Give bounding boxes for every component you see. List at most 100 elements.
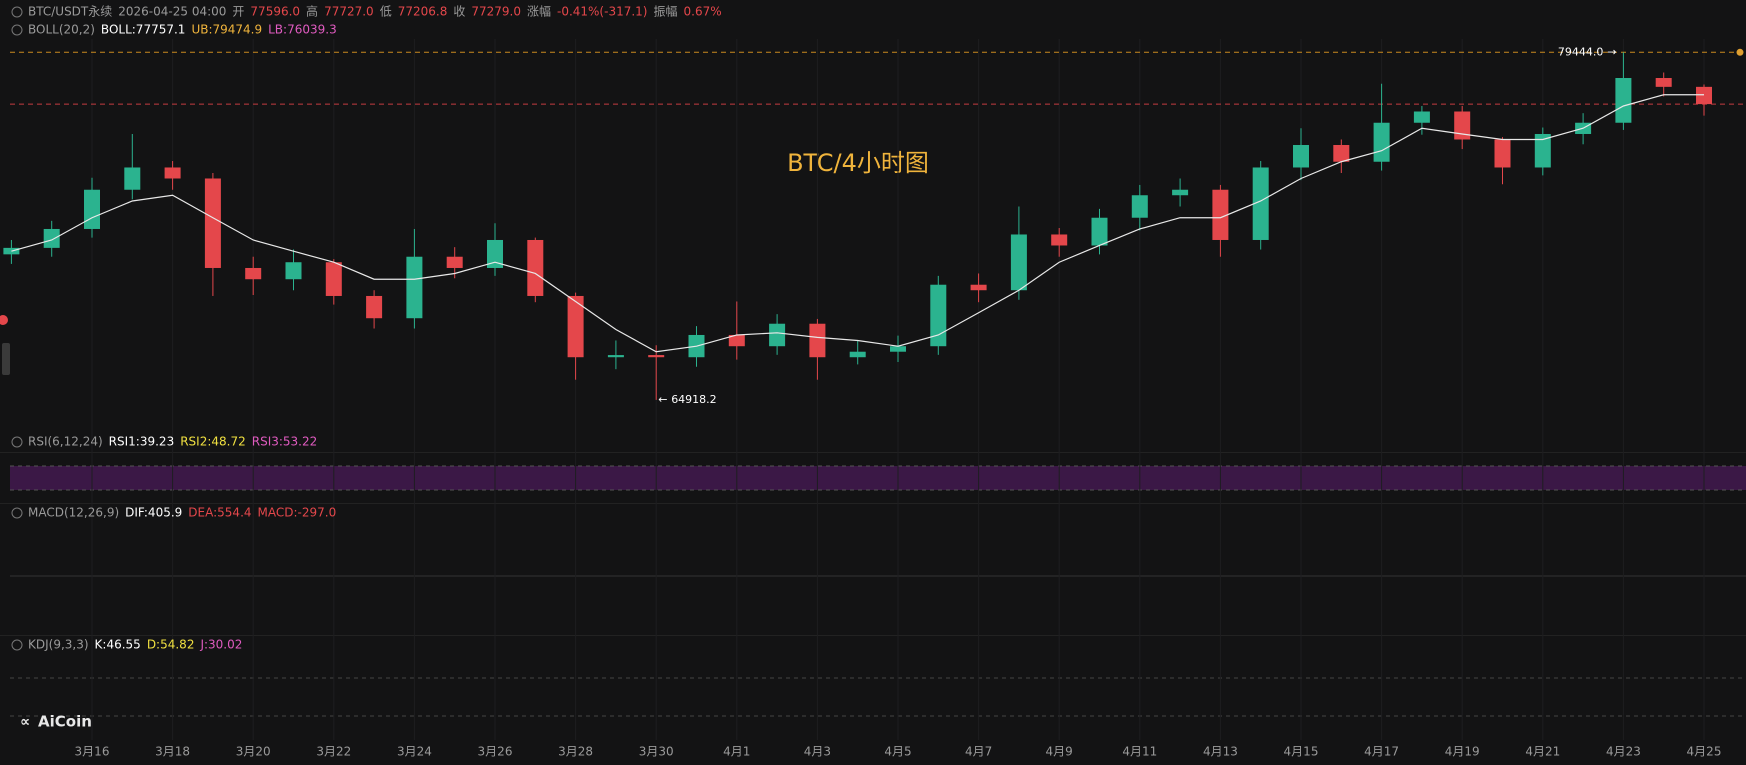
info-text: BOLL:77757.1 [101,23,186,37]
info-text: RSI2:48.72 [180,435,246,449]
info-text: 0.67% [684,5,722,19]
info-text: DEA:554.4 [188,506,251,520]
candle-body [366,295,383,319]
info-text: 77596.0 [250,5,300,19]
info-text: 高 [306,4,318,19]
edge-marker [0,315,8,325]
candle-body [849,351,866,358]
x-tick-label: 4月25 [1687,745,1722,759]
low-arrow: ← [658,393,667,406]
x-tick-label: 3月30 [639,745,674,759]
candle-body [1615,78,1632,123]
info-text: RSI(6,12,24) [28,435,103,449]
high-dot [1736,48,1744,56]
info-text: 77727.0 [324,5,374,19]
info-text: MACD:-297.0 [258,506,337,520]
info-text: KDJ(9,3,3) [28,638,89,652]
high-annotation: 79444.0 [1558,45,1604,58]
candle-body [164,167,181,179]
info-text: 涨幅 [527,4,551,19]
info-text: MACD(12,26,9) [28,506,119,520]
x-tick-label: 3月28 [558,745,593,759]
collapse-toggle[interactable] [11,639,23,651]
candle-body [607,355,624,358]
candle-body [1696,86,1712,105]
info-text: D:54.82 [147,638,195,652]
candle-body [446,256,463,268]
candle-body [970,284,987,291]
candle-body [1454,111,1471,140]
candle-body [809,323,826,358]
info-text: 收 [453,5,465,19]
collapse-toggle[interactable] [11,507,23,519]
info-text: RSI1:39.23 [109,435,175,449]
x-tick-label: 4月7 [965,745,992,759]
info-text: 2026-04-25 04:00 [118,5,226,19]
info-text: K:46.55 [95,638,141,652]
x-tick-label: 3月18 [155,745,190,759]
candle-body [930,284,947,347]
info-text: 77279.0 [471,5,521,19]
candle-body [1655,78,1672,87]
info-text: J:30.02 [199,638,242,652]
info-text: 低 [380,5,392,19]
x-tick-label: 4月17 [1364,745,1399,759]
candle-body [890,346,906,352]
x-tick-label: 3月26 [478,745,513,759]
high-arrow: → [1607,45,1616,58]
candle-body [1293,144,1309,168]
collapse-toggle[interactable] [11,6,23,18]
x-tick-label: 3月20 [236,745,271,759]
candle-body [1413,111,1430,123]
candle-body [648,355,665,358]
x-tick-label: 4月23 [1606,745,1641,759]
candle-body [1091,217,1108,246]
side-handle[interactable] [2,343,10,375]
x-tick-label: 4月11 [1122,745,1157,759]
x-tick-label: 4月5 [884,745,911,759]
info-text: BTC/USDT永续 [28,5,112,19]
candle-body [728,334,745,347]
info-text: LB:76039.3 [268,23,337,37]
candle-body [1010,234,1027,291]
x-tick-label: 3月24 [397,745,432,759]
rsi-band [10,466,1746,490]
x-tick-label: 4月1 [723,745,750,759]
boll-mid-line [11,94,1704,353]
x-tick-label: 4月15 [1284,745,1319,759]
candle-body [1051,234,1068,246]
candle-body [487,239,503,268]
candle-body [1172,189,1189,196]
x-tick-label: 4月19 [1445,745,1480,759]
candle-body [124,167,141,190]
candle-body [1252,167,1269,240]
candle-body [204,178,221,268]
candle-body [285,262,302,280]
watermark-logo: ∝ [20,714,30,730]
info-text: 77206.8 [398,5,448,19]
info-text: -0.41%(-317.1) [557,5,648,19]
candle-body [1373,122,1390,162]
candle-body [406,256,423,319]
chart-title: BTC/4小时图 [787,149,929,177]
collapse-toggle[interactable] [11,436,23,448]
candle-body [1212,189,1229,240]
low-annotation: 64918.2 [671,393,717,406]
info-text: BOLL(20,2) [28,23,95,37]
candle-body [527,239,544,296]
watermark: AiCoin [38,713,92,731]
candle-body [1333,144,1350,162]
candle-body [1534,133,1551,168]
collapse-toggle[interactable] [11,24,23,36]
candle-body [1131,195,1148,218]
x-tick-label: 4月13 [1203,745,1238,759]
info-text: 开 [232,5,244,19]
candle-body [245,267,262,280]
info-text: 振幅 [653,4,677,19]
x-tick-label: 4月21 [1525,745,1560,759]
candle-body [1494,139,1511,168]
x-tick-label: 3月16 [75,745,110,759]
pane-divider [0,503,1746,504]
